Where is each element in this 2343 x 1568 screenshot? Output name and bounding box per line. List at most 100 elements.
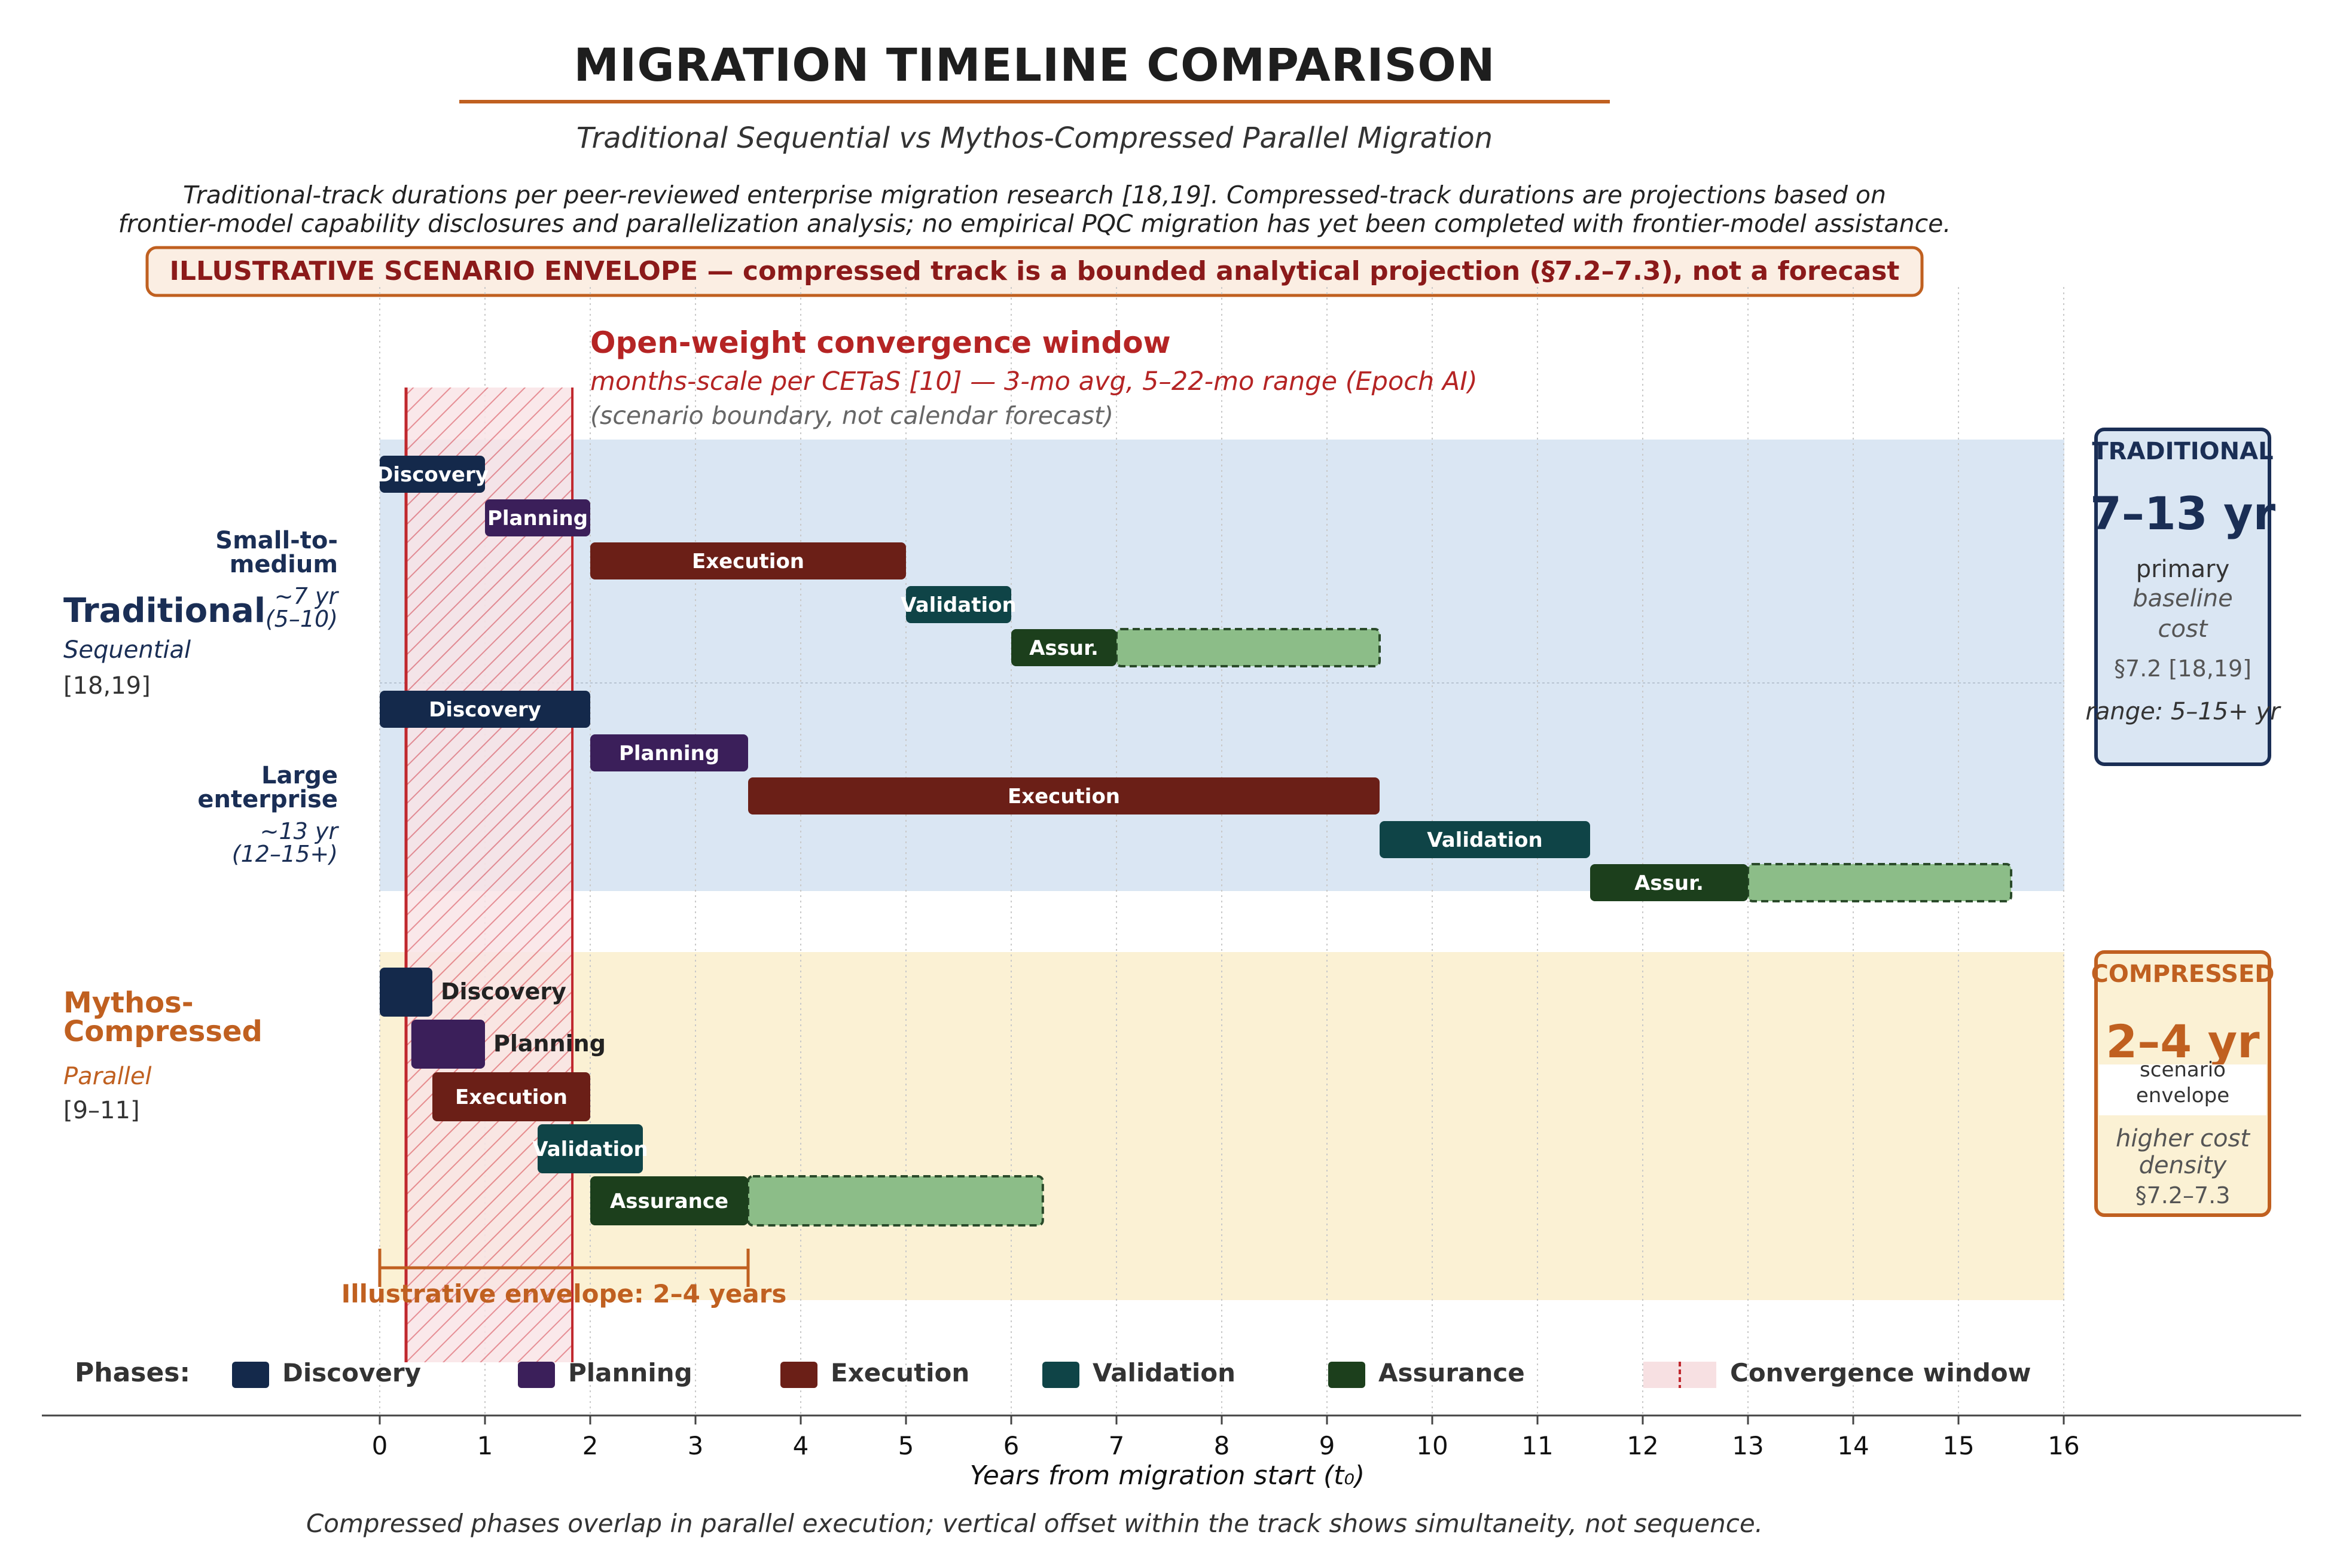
phase-bar-label: Planning [487,507,588,530]
x-tick-label: 1 [477,1431,493,1460]
convergence-note: (scenario boundary, not calendar forecas… [590,401,1113,430]
traditional-track-refs: [18,19] [63,672,151,700]
phase-bar-label: Discovery [376,463,489,487]
legend-swatch-validation [1042,1362,1079,1388]
compressed-summary-line3: higher cost [2116,1125,2250,1152]
row-sub-large-line2: (12–15+) [232,841,338,867]
x-tick-label: 4 [793,1431,809,1460]
phase-bars: Discovery Planning Execution Validation Assu… [376,456,2012,1227]
scenario-banner-box [145,246,1924,297]
compressed-summary-line1: scenario [2140,1058,2226,1082]
row-label-large-line1: Large [261,762,338,789]
envelope-label: Illustrative envelope: 2–4 years [341,1279,787,1308]
x-tick-label: 2 [582,1431,599,1460]
phase-bar-label: Validation [1427,828,1542,852]
traditional-summary-line4: §7.2 [18,19] [2114,655,2252,682]
chart-subtitle: Traditional Sequential vs Mythos-Compres… [576,121,1493,155]
phase-bar-label: Discovery [429,698,541,722]
legend-swatch-execution [780,1362,817,1388]
chart-title: MIGRATION TIMELINE COMPARISON [573,38,1495,91]
legend-swatch-discovery [232,1362,269,1388]
legend-title: Phases: [75,1357,190,1388]
compressed-summary-line5: §7.2–7.3 [2135,1182,2231,1209]
x-tick-label: 14 [1837,1431,1869,1460]
row-label-small-line1: Small-to- [215,527,338,554]
compressed-summary-line2: envelope [2136,1084,2229,1108]
compressed-summary-inner [2099,1064,2266,1115]
x-tick-label: 12 [1627,1431,1658,1460]
legend-swatch-assurance [1328,1362,1365,1388]
phase-bar-label: Discovery [441,978,566,1005]
row-label-large-line2: enterprise [197,786,338,813]
phase-bar-discovery [380,691,590,728]
phase-bar-execution [432,1072,590,1121]
x-tick-label: 0 [372,1431,388,1460]
phase-bar-execution [590,542,906,579]
row-sub-small-line1: ~7 yr [274,583,340,609]
x-tick-label: 11 [1521,1431,1553,1460]
phase-bar-planning [485,499,590,536]
phase-bar-validation [538,1124,643,1173]
traditional-summary-line5: range: 5–15+ yr [2085,698,2281,725]
traditional-summary-line3: cost [2158,615,2208,643]
methodology-note-line-1: Traditional-track durations per peer-rev… [183,181,1886,209]
legend-label-assurance: Assurance [1378,1358,1525,1387]
phase-bar-label: Execution [1008,785,1120,809]
phase-legend: Phases: Discovery Planning Execution Validat… [75,1357,2031,1388]
phase-bar-validation [1380,821,1590,858]
convergence-title: Open-weight convergence window [590,325,1171,360]
x-axis-ticks: 0 1 2 3 4 5 6 7 8 9 10 11 12 13 14 15 16 [372,1416,2080,1460]
assurance-extension-bar [1747,863,2012,902]
phase-bar-discovery [380,456,485,493]
compressed-summary-duration: 2–4 yr [2106,1015,2260,1068]
envelope-bracket [378,1249,750,1287]
phase-bar-label: Execution [455,1085,568,1109]
phase-bar-discovery [380,968,432,1017]
x-tick-label: 8 [1214,1431,1230,1460]
x-tick-label: 10 [1416,1431,1448,1460]
x-tick-label: 13 [1732,1431,1764,1460]
compressed-track-title-line2: Compressed [63,1015,263,1048]
x-tick-label: 5 [898,1431,914,1460]
traditional-summary-head: TRADITIONAL [2092,438,2273,465]
traditional-summary-line2: baseline [2133,585,2233,612]
footnote: Compressed phases overlap in parallel ex… [306,1509,1763,1538]
x-tick-label: 6 [1003,1431,1020,1460]
row-sub-small-line2: (5–10) [266,606,338,632]
x-axis-label: Years from migration start (t₀) [970,1460,1365,1491]
legend-label-validation: Validation [1093,1358,1235,1387]
row-label-small-line2: medium [230,551,338,578]
assurance-extension-bar [1115,628,1381,667]
x-tick-label: 9 [1319,1431,1335,1460]
scenario-banner: ILLUSTRATIVE SCENARIO ENVELOPE — compres… [170,256,1900,286]
convergence-window [406,388,573,1362]
legend-swatch-planning [518,1362,555,1388]
traditional-summary-box [2094,428,2271,766]
methodology-note-line-2: frontier-model capability disclosures an… [118,209,1951,238]
phase-bar-label: Assurance [610,1189,728,1213]
phase-bar-label: Assur. [1029,636,1099,660]
traditional-track-subtitle: Sequential [63,636,191,664]
phase-bar-assurance [590,1176,748,1225]
x-tick-label: 15 [1942,1431,1974,1460]
x-tick-label: 3 [688,1431,704,1460]
phase-bar-planning [590,734,748,771]
phase-bar-validation [906,586,1011,623]
x-tick-label: 16 [2048,1431,2079,1460]
phase-bar-label: Validation [532,1137,648,1161]
phase-bar-label: Planning [493,1030,606,1057]
legend-label-planning: Planning [568,1358,692,1387]
phase-bar-label: Planning [619,742,719,765]
legend-label-discovery: Discovery [282,1358,421,1387]
traditional-summary-duration: 7–13 yr [2090,487,2276,540]
convergence-subtitle: months-scale per CETaS [10] — 3-mo avg, … [590,367,1478,396]
phase-bar-label: Execution [692,550,804,573]
traditional-summary-line1: primary [2136,556,2230,583]
phase-bar-planning [411,1020,485,1069]
compressed-track-title-line1: Mythos- [63,986,194,1020]
traditional-track-title: Traditional [63,591,266,630]
legend-label-convergence: Convergence window [1730,1358,2031,1387]
phase-bar-assurance [1590,864,1748,901]
legend-label-execution: Execution [831,1358,969,1387]
